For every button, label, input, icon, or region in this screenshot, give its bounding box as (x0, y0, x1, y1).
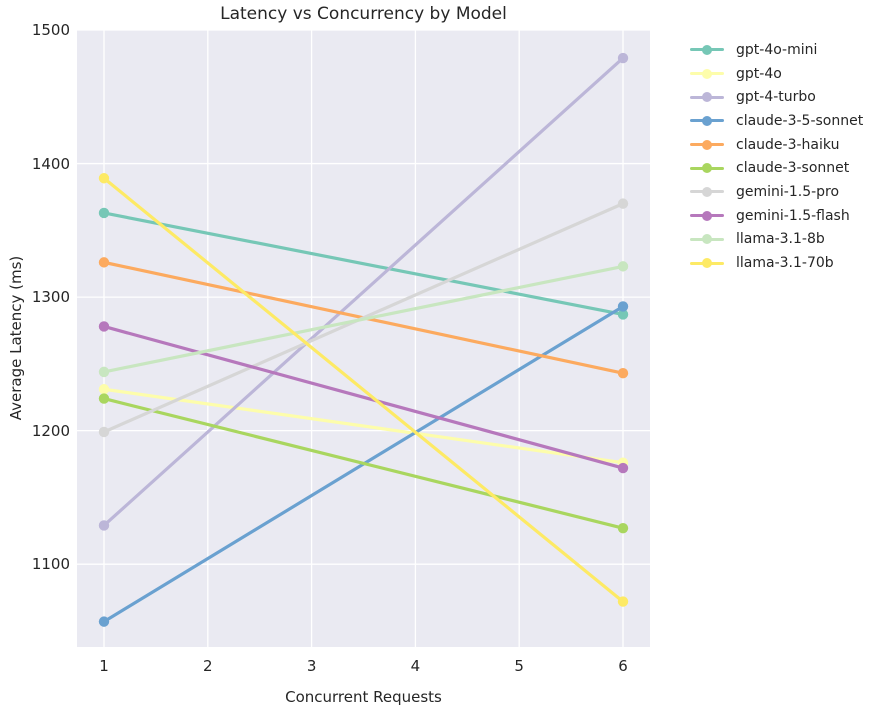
y-tick-label: 1400 (31, 154, 70, 173)
data-point-claude-3-sonnet (617, 522, 629, 534)
series-line-gpt-4-turbo (102, 56, 625, 528)
data-point-claude-3-sonnet (98, 393, 110, 404)
legend-label: gemini-1.5-flash (736, 207, 850, 224)
legend-marker-icon (702, 258, 712, 269)
x-tick-label: 6 (618, 657, 628, 675)
legend-marker-icon (702, 139, 712, 150)
legend-line-icon (690, 163, 724, 174)
x-tick-label: 4 (410, 657, 421, 675)
legend-entry-llama-3.1-70b: llama-3.1-70b (690, 251, 863, 275)
data-point-claude-3-haiku (617, 368, 629, 379)
chart-title: Latency vs Concurrency by Model (220, 4, 507, 24)
legend-marker-icon (702, 115, 712, 126)
x-tick-label: 5 (514, 657, 524, 675)
legend-marker-icon (702, 163, 712, 174)
legend-marker-icon (702, 68, 712, 79)
legend-label: llama-3.1-70b (736, 255, 834, 272)
legend-line-icon (690, 92, 724, 103)
legend-marker-icon (702, 186, 712, 197)
y-tick-label: 1100 (31, 555, 70, 574)
legend: gpt-4o-mini gpt-4o gpt-4-turbo claude-3-5-s… (690, 38, 863, 275)
data-point-gpt-4-turbo (617, 52, 629, 64)
series-line-claude-3-sonnet (102, 396, 625, 530)
legend-marker-icon (702, 210, 712, 221)
data-point-gpt-4o (98, 384, 110, 395)
legend-entry-gpt-4o: gpt-4o (690, 62, 863, 86)
legend-line-icon (690, 44, 724, 55)
legend-entry-claude-3-sonnet: claude-3-sonnet (690, 156, 863, 180)
series-line-gemini-1.5-flash (102, 324, 625, 470)
legend-marker-icon (702, 92, 712, 103)
series-line-gpt-4o-mini (102, 211, 625, 317)
legend-entry-llama-3.1-8b: llama-3.1-8b (690, 228, 863, 252)
series-line-llama-3.1-70b (102, 176, 625, 604)
legend-label: gpt-4o (736, 65, 782, 82)
y-tick-label: 1500 (31, 21, 70, 39)
data-point-gpt-4-turbo (98, 520, 110, 531)
x-tick-label: 2 (203, 657, 213, 675)
legend-line-icon (690, 68, 724, 79)
data-point-llama-3.1-70b (617, 596, 629, 607)
data-point-gemini-1.5-pro (617, 198, 629, 209)
y-tick-label: 1200 (31, 421, 70, 440)
data-point-claude-3-haiku (98, 257, 110, 268)
legend-marker-icon (702, 44, 712, 55)
data-point-gpt-4o-mini (98, 207, 110, 219)
y-tick-label: 1300 (31, 288, 70, 307)
data-point-claude-3-5-sonnet (617, 301, 629, 312)
y-axis-label: Average Latency (ms) (7, 255, 25, 421)
x-tick-label: 3 (306, 657, 317, 675)
data-point-llama-3.1-70b (98, 173, 110, 184)
legend-line-icon (690, 258, 724, 269)
legend-entry-gemini-1.5-flash: gemini-1.5-flash (690, 204, 863, 228)
legend-entry-claude-3-haiku: claude-3-haiku (690, 133, 863, 157)
data-point-gemini-1.5-pro (98, 426, 110, 438)
legend-entry-gpt-4o-mini: gpt-4o-mini (690, 38, 863, 62)
data-point-gemini-1.5-flash (617, 462, 629, 474)
data-point-gemini-1.5-flash (98, 321, 110, 332)
x-axis-label: Concurrent Requests (285, 688, 442, 706)
legend-line-icon (690, 210, 724, 221)
legend-entry-gpt-4-turbo: gpt-4-turbo (690, 85, 863, 109)
legend-label: gpt-4-turbo (736, 89, 816, 106)
data-point-llama-3.1-8b (617, 261, 629, 272)
legend-marker-icon (702, 234, 712, 245)
legend-label: claude-3-5-sonnet (736, 112, 864, 129)
legend-entry-gemini-1.5-pro: gemini-1.5-pro (690, 180, 863, 204)
legend-label: gemini-1.5-pro (736, 183, 840, 200)
data-point-llama-3.1-8b (98, 366, 110, 378)
legend-line-icon (690, 186, 724, 197)
data-point-claude-3-5-sonnet (98, 616, 110, 627)
legend-line-icon (690, 234, 724, 245)
legend-line-icon (690, 115, 724, 126)
legend-entry-claude-3-5-sonnet: claude-3-5-sonnet (690, 109, 863, 133)
x-tick-label: 1 (99, 657, 109, 675)
legend-label: claude-3-haiku (736, 136, 840, 153)
series-line-llama-3.1-8b (102, 264, 625, 374)
series-line-gpt-4o (102, 387, 625, 465)
legend-line-icon (690, 139, 724, 150)
legend-label: llama-3.1-8b (736, 231, 825, 248)
legend-label: gpt-4o-mini (736, 41, 818, 58)
data-point-gpt-4o-mini (617, 309, 629, 320)
legend-label: claude-3-sonnet (736, 160, 850, 177)
